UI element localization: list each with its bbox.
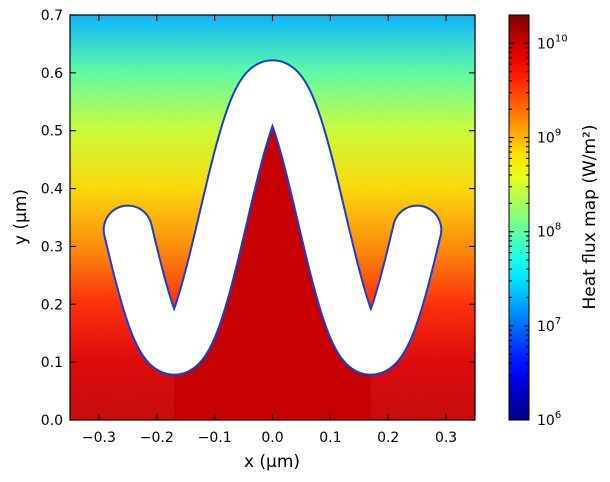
y-tick-label: 0.1	[41, 355, 63, 371]
x-tick-label: 0.3	[435, 430, 457, 446]
y-tick-label: 0.2	[41, 297, 63, 313]
x-axis-ticks: −0.3 −0.2 −0.1 0.0 0.1 0.2 0.3	[82, 15, 457, 446]
y-axis-label: y (µm)	[11, 189, 31, 245]
x-tick-label: 0.1	[319, 430, 341, 446]
x-tick-label: −0.1	[198, 430, 232, 446]
x-tick-label: −0.2	[140, 430, 174, 446]
y-axis-ticks: 0.0 0.1 0.2 0.3 0.4 0.5 0.6 0.7	[41, 8, 475, 429]
y-tick-label: 0.7	[41, 8, 63, 24]
colorbar-tick-label: 108	[537, 222, 561, 241]
colorbar-label: Heat flux map (W/m²)	[580, 124, 600, 309]
colorbar: 106 107 108 109 1010	[508, 14, 568, 429]
y-tick-label: 0.0	[41, 413, 63, 429]
x-tick-label: 0.0	[261, 430, 283, 446]
x-axis-label: x (µm)	[244, 452, 300, 472]
colorbar-gradient	[508, 14, 530, 421]
x-tick-label: −0.3	[82, 430, 116, 446]
y-tick-label: 0.4	[41, 182, 63, 198]
colorbar-tick-label: 1010	[537, 33, 568, 52]
under-arch-hot-region	[174, 84, 371, 420]
y-tick-label: 0.5	[41, 124, 63, 140]
y-tick-label: 0.3	[41, 239, 63, 255]
sinusoidal-structure	[104, 61, 441, 374]
x-tick-label: 0.2	[377, 430, 399, 446]
heatmap-plot-area	[70, 15, 475, 420]
colorbar-tick-label: 109	[537, 128, 561, 147]
colorbar-tick-label: 107	[537, 316, 561, 335]
y-tick-label: 0.6	[41, 66, 63, 82]
colorbar-ticks: 106 107 108 109 1010	[509, 14, 568, 429]
colorbar-tick-label: 106	[537, 410, 561, 429]
